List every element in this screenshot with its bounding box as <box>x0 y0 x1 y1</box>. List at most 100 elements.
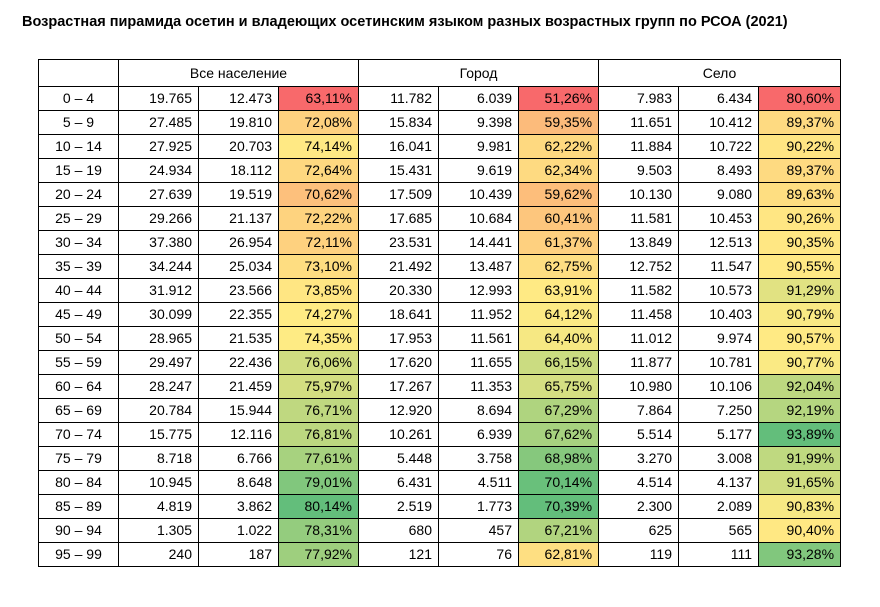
city-speakers-cell: 11.561 <box>438 326 519 351</box>
rural-share-cell: 90,22% <box>758 134 842 159</box>
all-total-cell: 28.965 <box>118 326 199 351</box>
all-share-cell: 78,31% <box>278 518 359 543</box>
city-total-cell: 23.531 <box>358 230 439 255</box>
all-share-cell: 79,01% <box>278 470 359 495</box>
city-speakers-cell: 11.952 <box>438 302 519 327</box>
all-share-cell: 74,14% <box>278 134 359 159</box>
all-speakers-cell: 26.954 <box>198 230 279 255</box>
city-total-cell: 17.685 <box>358 206 439 231</box>
all-speakers-cell: 187 <box>198 542 279 567</box>
rural-share-cell: 91,65% <box>758 470 842 495</box>
all-total-cell: 10.945 <box>118 470 199 495</box>
city-speakers-cell: 12.993 <box>438 278 519 303</box>
city-share-cell: 59,62% <box>517 182 600 207</box>
city-share-cell: 59,35% <box>517 110 600 135</box>
city-share-cell: 67,29% <box>517 398 600 423</box>
rural-speakers-cell: 7.250 <box>678 398 760 423</box>
city-share-cell: 62,81% <box>517 542 600 567</box>
city-speakers-cell: 4.511 <box>438 470 519 495</box>
city-total-cell: 17.267 <box>358 374 439 399</box>
rural-total-cell: 11.651 <box>598 110 680 135</box>
rural-total-cell: 7.983 <box>598 86 680 111</box>
city-total-cell: 17.953 <box>358 326 439 351</box>
all-total-cell: 8.718 <box>118 446 199 471</box>
all-share-cell: 73,10% <box>278 254 359 279</box>
rural-share-cell: 90,77% <box>758 350 842 375</box>
age-group-cell: 85 – 89 <box>38 494 119 519</box>
rural-speakers-cell: 5.177 <box>678 422 760 447</box>
table-row: 35 – 39 34.244 25.034 73,10% 21.492 13.487 62,… <box>38 254 842 279</box>
all-share-cell: 75,97% <box>278 374 359 399</box>
rural-share-cell: 80,60% <box>758 86 842 111</box>
rural-speakers-cell: 10.106 <box>678 374 760 399</box>
city-total-cell: 17.620 <box>358 350 439 375</box>
table-title: Возрастная пирамида осетин и владеющих о… <box>22 14 788 30</box>
age-group-cell: 90 – 94 <box>38 518 119 543</box>
all-share-cell: 74,35% <box>278 326 359 351</box>
age-group-cell: 70 – 74 <box>38 422 119 447</box>
table-row: 95 – 99 240 187 77,92% 121 76 62,81% 119 111 93,2… <box>38 542 842 567</box>
all-total-cell: 28.247 <box>118 374 199 399</box>
rural-speakers-cell: 2.089 <box>678 494 760 519</box>
city-share-cell: 67,62% <box>517 422 600 447</box>
rural-share-cell: 92,04% <box>758 374 842 399</box>
group-header-city: Город <box>357 59 600 87</box>
all-speakers-cell: 18.112 <box>198 158 279 183</box>
table-row: 55 – 59 29.497 22.436 76,06% 17.620 11.655 66,… <box>38 350 842 375</box>
age-group-cell: 0 – 4 <box>38 86 119 111</box>
city-share-cell: 68,98% <box>517 446 600 471</box>
rural-speakers-cell: 10.722 <box>678 134 760 159</box>
table-row: 30 – 34 37.380 26.954 72,11% 23.531 14.441 61,… <box>38 230 842 255</box>
rural-total-cell: 11.877 <box>598 350 680 375</box>
city-speakers-cell: 6.939 <box>438 422 519 447</box>
table-row: 0 – 4 19.765 12.473 63,11% 11.782 6.039 51,26%… <box>38 86 842 111</box>
city-speakers-cell: 10.684 <box>438 206 519 231</box>
rural-share-cell: 91,29% <box>758 278 842 303</box>
all-share-cell: 77,92% <box>278 542 359 567</box>
city-total-cell: 10.261 <box>358 422 439 447</box>
rural-total-cell: 11.884 <box>598 134 680 159</box>
rural-share-cell: 90,55% <box>758 254 842 279</box>
age-group-cell: 10 – 14 <box>38 134 119 159</box>
rural-share-cell: 90,79% <box>758 302 842 327</box>
rural-total-cell: 9.503 <box>598 158 680 183</box>
city-share-cell: 62,22% <box>517 134 600 159</box>
rural-total-cell: 4.514 <box>598 470 680 495</box>
city-speakers-cell: 457 <box>438 518 519 543</box>
all-share-cell: 77,61% <box>278 446 359 471</box>
rural-total-cell: 13.849 <box>598 230 680 255</box>
all-speakers-cell: 19.519 <box>198 182 279 207</box>
age-group-cell: 65 – 69 <box>38 398 119 423</box>
city-total-cell: 16.041 <box>358 134 439 159</box>
group-header-all: Все население <box>118 59 359 87</box>
city-share-cell: 70,39% <box>517 494 600 519</box>
age-group-cell: 15 – 19 <box>38 158 119 183</box>
all-total-cell: 37.380 <box>118 230 199 255</box>
rural-share-cell: 90,40% <box>758 518 842 543</box>
rural-total-cell: 119 <box>598 542 680 567</box>
city-total-cell: 5.448 <box>358 446 439 471</box>
all-speakers-cell: 1.022 <box>198 518 279 543</box>
city-share-cell: 60,41% <box>517 206 600 231</box>
all-share-cell: 72,64% <box>278 158 359 183</box>
city-share-cell: 64,12% <box>517 302 600 327</box>
all-speakers-cell: 25.034 <box>198 254 279 279</box>
rural-total-cell: 7.864 <box>598 398 680 423</box>
all-total-cell: 29.497 <box>118 350 199 375</box>
all-total-cell: 4.819 <box>118 494 199 519</box>
age-group-cell: 40 – 44 <box>38 278 119 303</box>
city-share-cell: 67,21% <box>517 518 600 543</box>
city-total-cell: 21.492 <box>358 254 439 279</box>
city-speakers-cell: 14.441 <box>438 230 519 255</box>
age-group-cell: 60 – 64 <box>38 374 119 399</box>
all-speakers-cell: 12.473 <box>198 86 279 111</box>
rural-share-cell: 93,28% <box>758 542 842 567</box>
age-pyramid-table: Все население Город Село 0 – 4 19.765 12.4… <box>38 59 842 567</box>
rural-total-cell: 5.514 <box>598 422 680 447</box>
all-total-cell: 31.912 <box>118 278 199 303</box>
city-share-cell: 62,75% <box>517 254 600 279</box>
city-total-cell: 18.641 <box>358 302 439 327</box>
age-group-cell: 20 – 24 <box>38 182 119 207</box>
all-share-cell: 72,22% <box>278 206 359 231</box>
all-total-cell: 20.784 <box>118 398 199 423</box>
